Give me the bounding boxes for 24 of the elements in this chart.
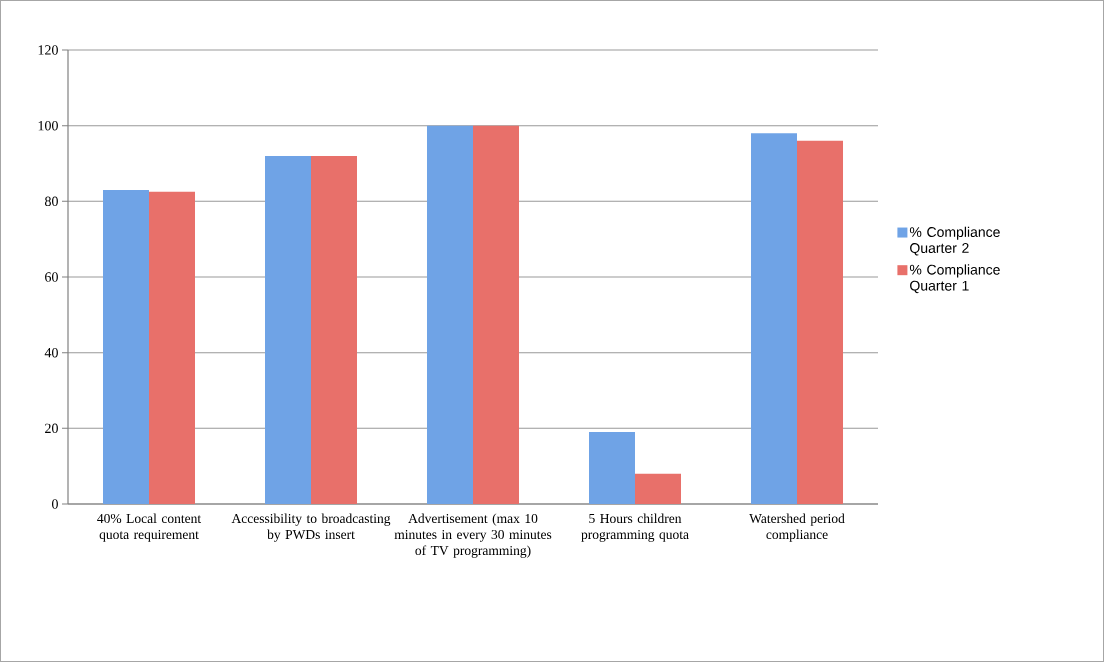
y-tick-label: 20 xyxy=(45,423,58,434)
y-tick-label: 80 xyxy=(45,196,58,207)
bar xyxy=(265,155,311,504)
legend-label: % Compliance Quarter 2 xyxy=(909,226,1000,256)
x-tick-label: 40% Local content quota requirement xyxy=(97,513,202,542)
x-tick-label: 5 Hours children programming quota xyxy=(581,513,689,542)
y-tick-label: 100 xyxy=(38,120,58,131)
y-tick-label: 40 xyxy=(44,347,58,358)
bar xyxy=(103,189,149,504)
bar xyxy=(311,155,357,504)
x-tick-label: Accessibility to broadcasting by PWDs insert xyxy=(231,513,391,542)
bar xyxy=(473,125,519,504)
x-tick-label: Watershed period compliance xyxy=(749,513,845,542)
bar xyxy=(797,140,844,504)
y-tick-label: 0 xyxy=(52,499,58,509)
bar xyxy=(589,432,635,504)
y-tick-label: 60 xyxy=(45,272,58,282)
legend-label: % Compliance Quarter 1 xyxy=(909,264,1000,294)
bar xyxy=(635,473,681,504)
bar xyxy=(149,191,195,504)
bar xyxy=(427,125,473,504)
bar xyxy=(751,133,798,504)
y-tick-label: 120 xyxy=(38,45,58,55)
x-tick-label: Advertisement (max 10 minutes in every 30 minutes of TV programming) xyxy=(394,513,552,558)
